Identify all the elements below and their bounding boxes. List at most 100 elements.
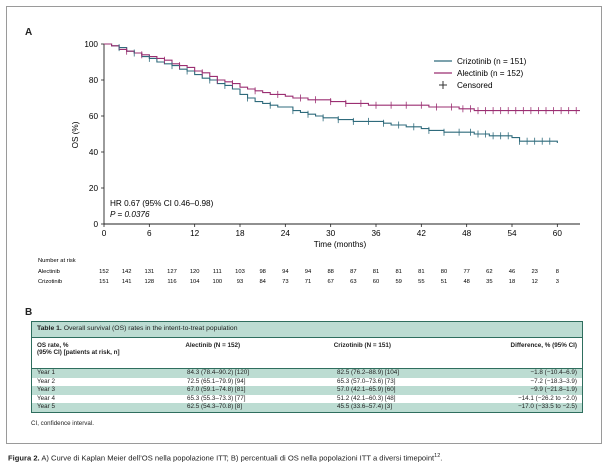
risk-count: 3	[556, 279, 559, 285]
risk-count: 8	[556, 269, 559, 275]
risk-count: 59	[395, 279, 401, 285]
cell-difference: −7.2 (−18.3–3.9)	[530, 377, 577, 385]
risk-count: 48	[463, 279, 469, 285]
risk-count: 71	[305, 279, 311, 285]
cell-timepoint: Year 4	[37, 394, 55, 402]
risk-table-title: Number at risk	[38, 258, 76, 264]
cell-crizotinib: 65.3 (57.0–73.6) [73]	[337, 377, 396, 385]
cell-alectinib: 72.5 (65.1–79.9) [94]	[187, 377, 246, 385]
y-tick-label: 60	[89, 112, 99, 121]
risk-count: 81	[373, 269, 379, 275]
cell-timepoint: Year 1	[37, 369, 55, 376]
caption-end: .	[440, 453, 443, 463]
table-title-text: Overall survival (OS) rates in the inten…	[61, 325, 238, 332]
cell-alectinib: 62.5 (54.3–70.8) [8]	[187, 403, 242, 411]
os-rates-table: Table 1. Overall survival (OS) rates in …	[31, 321, 583, 413]
risk-count: 62	[486, 269, 492, 275]
table-row: Year 4 65.3 (55.3–73.3) [77] 51.2 (42.1–…	[32, 395, 582, 404]
risk-count: 152	[99, 269, 109, 275]
x-axis-label: Time (months)	[314, 240, 367, 249]
risk-row-label: Alectinib	[38, 269, 60, 275]
y-tick-label: 20	[89, 184, 99, 193]
y-tick-label: 40	[89, 148, 99, 157]
risk-count: 67	[327, 279, 333, 285]
table-header-row: OS rate, % (95% CI) [patients at risk, n…	[32, 338, 582, 368]
risk-count: 142	[122, 269, 132, 275]
caption-text: A) Curve di Kaplan Meier dell’OS nella p…	[39, 453, 435, 463]
header-crizotinib: Crizotinib (N = 151)	[333, 342, 391, 349]
risk-count: 94	[282, 269, 289, 275]
table-row: Year 3 67.0 (59.1–74.8) [81] 57.0 (42.1–…	[32, 386, 582, 395]
hazard-ratio-annotation: HR 0.67 (95% CI 0.46–0.98)	[110, 199, 214, 208]
risk-count: 120	[190, 269, 200, 275]
y-axis-label: OS (%)	[71, 121, 80, 148]
kaplan-meier-chart: 0 6 12 18 24 30 36 42 48 54 60 0 20 40 60 80 100 Crizoti…	[38, 40, 580, 285]
cell-difference: −17.0 (−33.5 to −2.5)	[518, 403, 577, 411]
legend-censored-swatch	[439, 81, 447, 89]
crizotinib-curve	[104, 43, 558, 143]
risk-count: 63	[350, 279, 356, 285]
risk-count: 46	[509, 269, 515, 275]
cell-crizotinib: 82.5 (76.2–88.9) [104]	[337, 369, 399, 376]
legend-alectinib: Alectinib (n = 152)	[457, 69, 523, 78]
cell-timepoint: Year 2	[37, 377, 55, 385]
cell-crizotinib: 51.2 (42.1–60.3) [48]	[337, 394, 396, 402]
risk-count: 80	[441, 269, 447, 275]
legend-censored: Censored	[457, 81, 493, 90]
risk-row-label: Crizotinib	[38, 279, 62, 285]
chart-legend: Crizotinib (n = 151) Alectinib (n = 152)…	[434, 57, 527, 90]
cell-difference: −1.8 (−10.4–6.9)	[530, 369, 577, 376]
risk-count: 81	[418, 269, 424, 275]
risk-count: 51	[441, 279, 447, 285]
x-tick-label: 6	[147, 229, 152, 238]
cell-crizotinib: 57.0 (42.1–65.9) [60]	[337, 386, 396, 394]
figure-frame	[6, 6, 602, 444]
cell-timepoint: Year 3	[37, 386, 55, 394]
chart-axes: 0 6 12 18 24 30 36 42 48 54 60 0 20 40 60 80 100	[84, 40, 580, 238]
cell-crizotinib: 45.5 (33.6–57.4) [3]	[337, 403, 392, 411]
risk-count: 88	[327, 269, 333, 275]
risk-count: 35	[486, 279, 492, 285]
table-footnote: CI, confidence interval.	[31, 420, 94, 427]
risk-count: 131	[144, 269, 154, 275]
header-difference: Difference, % (95% CI)	[510, 342, 578, 349]
table-row: Year 5 62.5 (54.3–70.8) [8] 45.5 (33.6–5…	[32, 403, 582, 412]
risk-count: 60	[373, 279, 379, 285]
risk-count: 141	[122, 279, 132, 285]
cell-alectinib: 67.0 (59.1–74.8) [81]	[187, 386, 246, 394]
cell-alectinib: 84.3 (78.4–90.2) [120]	[187, 369, 249, 376]
table-body: Year 1 84.3 (78.4–90.2) [120] 82.5 (76.2…	[32, 368, 582, 412]
figure-caption: Figura 2. A) Curve di Kaplan Meier dell’…	[8, 453, 442, 463]
x-tick-label: 12	[190, 229, 200, 238]
risk-count: 73	[282, 279, 288, 285]
panel-a-label: A	[25, 27, 33, 38]
table-row: Year 2 72.5 (65.1–79.9) [94] 65.3 (57.0–…	[32, 378, 582, 387]
x-tick-label: 0	[102, 229, 107, 238]
cell-alectinib: 65.3 (55.3–73.3) [77]	[187, 394, 246, 402]
y-tick-label: 0	[93, 220, 98, 229]
table-title-number: Table 1.	[37, 325, 62, 332]
header-alectinib: Alectinib (N = 152)	[185, 342, 241, 349]
p-value-annotation: P = 0.0376	[110, 210, 150, 219]
risk-count: 104	[190, 279, 200, 285]
risk-table: Alectinib 152 142 131 127 120 111 103 98 94 94 88 87…	[38, 269, 559, 285]
risk-count: 18	[509, 279, 515, 285]
x-tick-label: 60	[553, 229, 563, 238]
x-tick-label: 42	[417, 229, 427, 238]
risk-count: 127	[167, 269, 177, 275]
legend-crizotinib: Crizotinib (n = 151)	[457, 57, 527, 66]
x-tick-label: 48	[462, 229, 472, 238]
table-title: Table 1. Overall survival (OS) rates in …	[32, 322, 582, 338]
censor-marks	[118, 44, 577, 145]
x-tick-label: 24	[281, 229, 291, 238]
cell-timepoint: Year 5	[37, 403, 55, 411]
risk-count: 93	[237, 279, 243, 285]
panel-b-label: B	[25, 307, 33, 318]
risk-count: 128	[144, 279, 154, 285]
risk-count: 55	[418, 279, 424, 285]
x-tick-label: 18	[235, 229, 245, 238]
risk-count: 111	[213, 269, 222, 275]
risk-count: 94	[305, 269, 312, 275]
risk-count: 12	[531, 279, 537, 285]
risk-count: 116	[167, 279, 176, 285]
